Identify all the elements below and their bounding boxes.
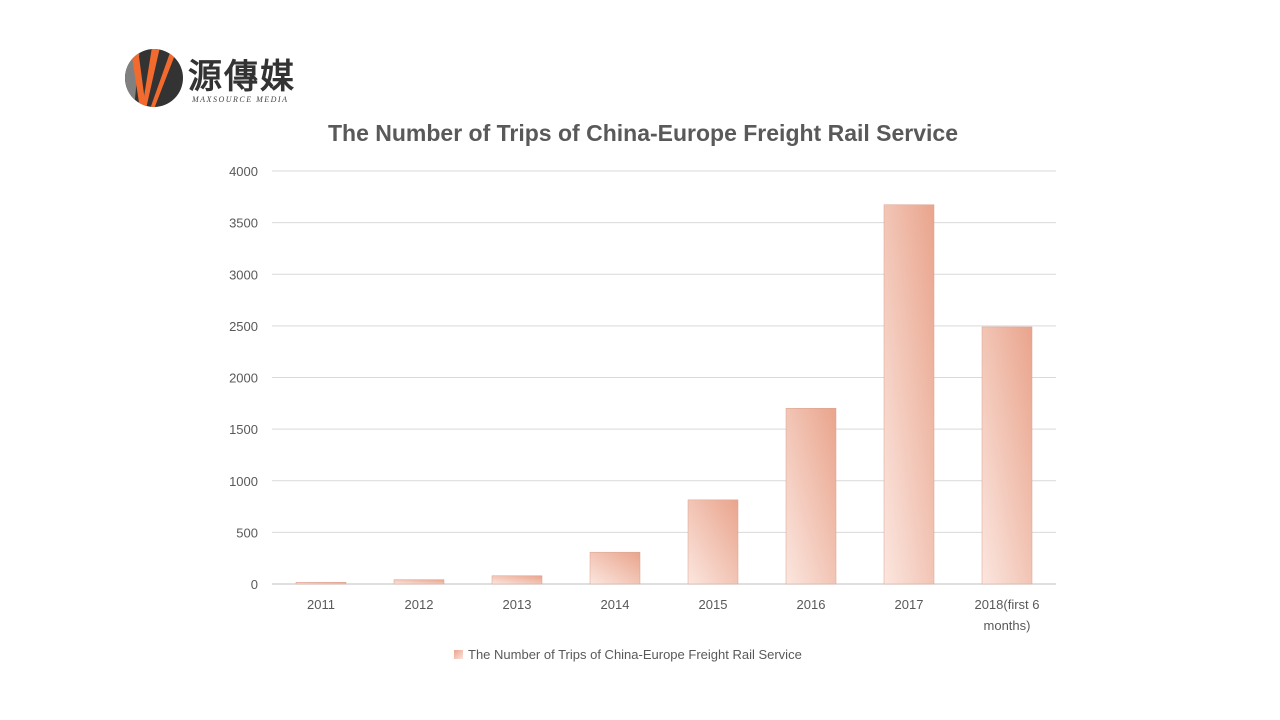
x-tick-label: 2014 [601,597,630,612]
x-tick-label: 2016 [797,597,826,612]
y-tick-label: 3000 [229,267,258,282]
bar-2014 [589,551,641,585]
x-tick-label: months) [984,618,1031,633]
bar-2012 [393,579,445,585]
logo-emblem-icon [125,49,183,107]
x-tick-label: 2013 [503,597,532,612]
bar-2016 [785,408,837,585]
y-tick-label: 1500 [229,422,258,437]
legend: The Number of Trips of China-Europe Frei… [454,647,802,662]
bar-2015 [687,499,739,585]
logo-chinese-text: 源傳媒 [188,57,296,97]
x-tick-label: 2017 [895,597,924,612]
x-tick-label: 2018(first 6 [974,597,1039,612]
logo-english-text: MAXSOURCE MEDIA [192,95,289,104]
y-tick-label: 2500 [229,319,258,334]
x-tick-label: 2011 [307,597,335,612]
logo: 源傳媒 MAXSOURCE MEDIA [124,47,314,109]
y-tick-label: 4000 [229,164,258,179]
x-tick-label: 2015 [699,597,728,612]
legend-label: The Number of Trips of China-Europe Frei… [468,647,802,662]
y-tick-label: 1000 [229,474,258,489]
y-tick-label: 0 [251,577,258,592]
bar-2011 [295,581,347,585]
y-tick-label: 2000 [229,371,258,386]
y-tick-label: 3500 [229,216,258,231]
bar-2018(first 6 months) [981,326,1033,585]
legend-swatch [454,650,463,659]
bar-2013 [491,575,543,585]
x-tick-label: 2012 [405,597,434,612]
bar-2017 [883,204,935,585]
y-tick-label: 500 [236,525,258,540]
chart-title: The Number of Trips of China-Europe Frei… [327,120,959,146]
